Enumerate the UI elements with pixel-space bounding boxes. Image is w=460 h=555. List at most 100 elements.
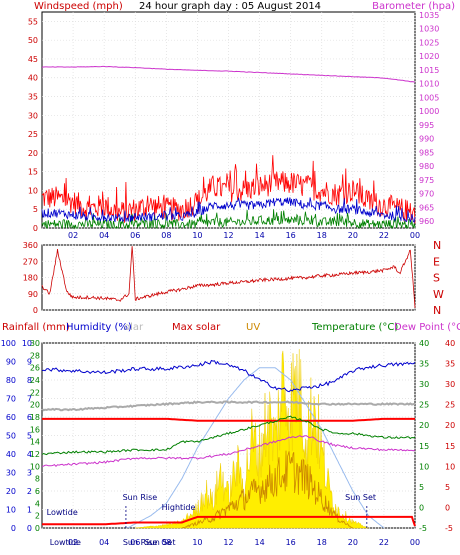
tick-label-solar: 26 xyxy=(30,364,40,373)
tick-label-temp: 20 xyxy=(419,421,429,430)
label-solar: olar xyxy=(124,322,144,333)
tick-label-x: 04 xyxy=(99,231,109,240)
tick-label-rain: 8 xyxy=(27,376,32,385)
tick-label-humidity: 100 xyxy=(1,339,16,348)
tick-label-y: 30 xyxy=(28,111,38,120)
series-uv xyxy=(181,450,353,529)
tick-label-rain: 4 xyxy=(27,450,32,459)
tick-label-dewpoint: 5 xyxy=(445,483,450,492)
tick-label-x: 22 xyxy=(379,231,389,240)
compass-label: E xyxy=(433,255,440,268)
tick-label-solar: 2 xyxy=(35,512,40,521)
tick-label-dewpoint: 40 xyxy=(445,339,455,348)
series-average xyxy=(41,197,416,224)
tick-label-y2: 985 xyxy=(419,148,434,157)
tick-label-humidity: 80 xyxy=(6,376,16,385)
tick-label-humidity: 40 xyxy=(6,450,16,459)
tick-label-x: 08 xyxy=(161,538,171,547)
label-humidity: Humidity (%) xyxy=(66,322,132,333)
axis-label-right: Barometer (hpa) xyxy=(372,1,455,12)
label-rainfall: Rainfall (mm) xyxy=(2,322,70,333)
label-dewpoint: Dew Point (°C) xyxy=(394,322,460,333)
tick-label-solar: 10 xyxy=(30,462,40,471)
tick-label-y2: 1000 xyxy=(419,107,439,116)
tick-label-y2: 1005 xyxy=(419,93,439,102)
tick-label-x: 00 xyxy=(410,231,420,240)
tick-label-x: 02 xyxy=(68,231,78,240)
tick-label-solar: 28 xyxy=(30,351,40,360)
tick-label-y: 0 xyxy=(33,224,38,233)
tick-label-x: 20 xyxy=(348,538,358,547)
tick-label-x: 20 xyxy=(348,231,358,240)
series-temperature xyxy=(41,415,416,456)
tick-label-y: 55 xyxy=(28,17,38,26)
tick-label-dewpoint: 30 xyxy=(445,380,455,389)
tick-label-y2: 965 xyxy=(419,203,434,212)
tick-label-x: 06 xyxy=(130,538,140,547)
tick-label-x: 10 xyxy=(192,231,202,240)
label-uv: UV xyxy=(246,322,260,333)
tick-label-solar: 0 xyxy=(35,524,40,533)
tick-label-solar: 24 xyxy=(30,376,40,385)
tick-label-rain: 10 xyxy=(22,339,32,348)
tick-label-y2: 970 xyxy=(419,190,434,199)
tick-label-y: 5 xyxy=(33,205,38,214)
tick-label-solar: 20 xyxy=(30,401,40,410)
series-rainfall xyxy=(42,515,416,527)
tick-label-humidity: 70 xyxy=(6,395,16,404)
tick-label-temp: 10 xyxy=(419,462,429,471)
tick-label-x: 22 xyxy=(379,538,389,547)
compass-label: S xyxy=(433,272,440,285)
tick-label-rain: 6 xyxy=(27,413,32,422)
tick-label-solar: 30 xyxy=(30,339,40,348)
tick-label-x: 18 xyxy=(317,231,327,240)
series-dewpoint xyxy=(41,435,416,468)
tick-label-rain: 0 xyxy=(27,524,32,533)
tick-label-x: 04 xyxy=(99,538,109,547)
tick-label-x: 14 xyxy=(254,538,264,547)
tick-label-humidity: 50 xyxy=(6,432,16,441)
tick-label-solar: 16 xyxy=(30,425,40,434)
tick-label-humidity: 20 xyxy=(6,487,16,496)
annotation-label: Lowtide xyxy=(47,508,78,517)
tick-label-y2: 1015 xyxy=(419,66,439,75)
tick-label-y2: 990 xyxy=(419,135,434,144)
tick-label-dewpoint: 15 xyxy=(445,442,455,451)
tick-label-temp: 40 xyxy=(419,339,429,348)
tick-label-temp: -5 xyxy=(419,524,427,533)
tick-label-solar: 4 xyxy=(35,499,40,508)
label-max-solar: Max solar xyxy=(172,322,221,333)
tick-label-dewpoint: 25 xyxy=(445,401,455,410)
axis-label-left: Windspeed (mph) xyxy=(34,1,123,12)
tick-label-y: 15 xyxy=(28,168,38,177)
tick-label-y2: 975 xyxy=(419,176,434,185)
tick-label-x: 18 xyxy=(317,538,327,547)
tick-label-solar: 8 xyxy=(35,475,40,484)
series-humidity xyxy=(41,359,416,393)
tick-label-x: 02 xyxy=(68,538,78,547)
tick-label-rain: 9 xyxy=(27,358,32,367)
tick-label-y2: 1030 xyxy=(419,25,439,34)
tick-label-y2: 1010 xyxy=(419,80,439,89)
tick-label-dewpoint: -5 xyxy=(445,524,453,533)
tick-label-x: 08 xyxy=(161,231,171,240)
series-barometer xyxy=(41,65,416,83)
tick-label-y: 35 xyxy=(28,93,38,102)
tick-label-y: 90 xyxy=(28,290,38,299)
tick-label-rain: 5 xyxy=(27,432,32,441)
tick-label-x: 16 xyxy=(286,231,296,240)
tick-label-y: 25 xyxy=(28,130,38,139)
tick-label-y: 270 xyxy=(23,257,38,266)
series-red-flat xyxy=(42,417,415,422)
tick-label-y: 360 xyxy=(23,241,38,250)
tick-label-solar: 6 xyxy=(35,487,40,496)
tick-label-x: 12 xyxy=(223,231,233,240)
annotation-label: Sun Set xyxy=(345,493,376,502)
tick-label-dewpoint: 20 xyxy=(445,421,455,430)
tick-label-y: 40 xyxy=(28,74,38,83)
compass-label: N xyxy=(433,304,441,317)
tick-label-x: 12 xyxy=(223,538,233,547)
tick-label-rain: 7 xyxy=(27,395,32,404)
tick-label-y: 45 xyxy=(28,55,38,64)
tick-label-y: 0 xyxy=(33,306,38,315)
